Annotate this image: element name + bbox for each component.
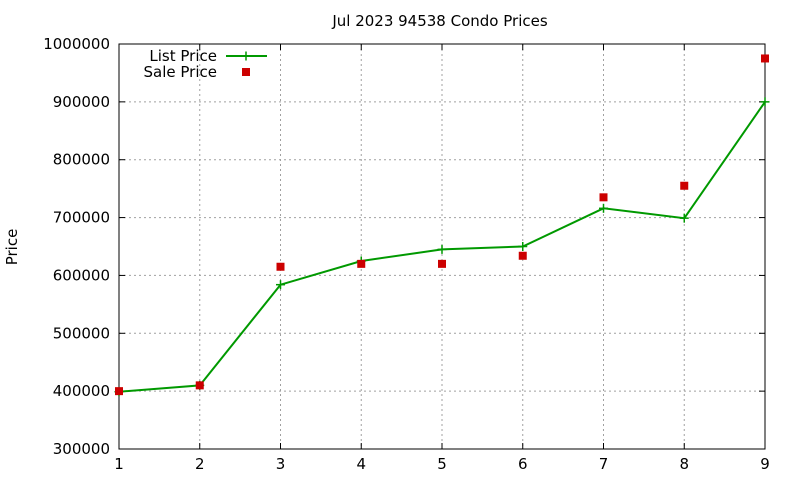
list-price-point (518, 242, 528, 251)
list-price-point (679, 213, 689, 223)
x-tick-label: 8 (679, 455, 689, 473)
sale-price-point (761, 54, 769, 63)
axes: 300000 400000 500000 600000 700000 800000 9000… (43, 35, 770, 473)
list-price-point (760, 97, 770, 107)
y-axis-label: Price (3, 229, 21, 266)
legend-swatch-marker (241, 51, 251, 61)
list-price-point (599, 203, 608, 213)
series (114, 54, 770, 397)
y-tick-label: 400000 (53, 382, 110, 400)
plot-border (118, 43, 766, 450)
y-tick-label: 700000 (53, 209, 110, 227)
y-tick-label: 1000000 (43, 35, 110, 53)
y-tick-label: 800000 (53, 151, 110, 169)
x-tick-label: 7 (599, 455, 609, 473)
y-tick-label: 500000 (53, 324, 110, 342)
sale-price-point (518, 251, 527, 260)
x-tick-label: 3 (276, 455, 286, 473)
x-tick-label: 4 (356, 455, 366, 473)
x-tick-label: 2 (195, 455, 205, 473)
y-tick-label: 900000 (53, 93, 110, 111)
chart-title: Jul 2023 94538 Condo Prices (331, 12, 548, 30)
legend-label: List Price (149, 47, 217, 65)
y-tick-label: 300000 (53, 440, 110, 458)
list-price-point (437, 244, 447, 254)
legend-label: Sale Price (144, 63, 217, 81)
list-price-point (276, 280, 285, 290)
sale-price-point (680, 181, 689, 190)
sale-price-point (357, 259, 366, 268)
y-tick-label: 600000 (53, 266, 110, 284)
sale-price-point (115, 387, 123, 396)
sale-price-point (195, 381, 204, 390)
x-tick-label: 6 (518, 455, 528, 473)
x-tick-label: 1 (114, 455, 124, 473)
x-tick-label: 5 (437, 455, 447, 473)
sale-price-point (599, 193, 608, 202)
legend-swatch-marker (242, 68, 250, 76)
sale-price-point (276, 262, 285, 271)
sale-price-point (438, 259, 446, 268)
x-tick-label: 9 (760, 455, 770, 473)
